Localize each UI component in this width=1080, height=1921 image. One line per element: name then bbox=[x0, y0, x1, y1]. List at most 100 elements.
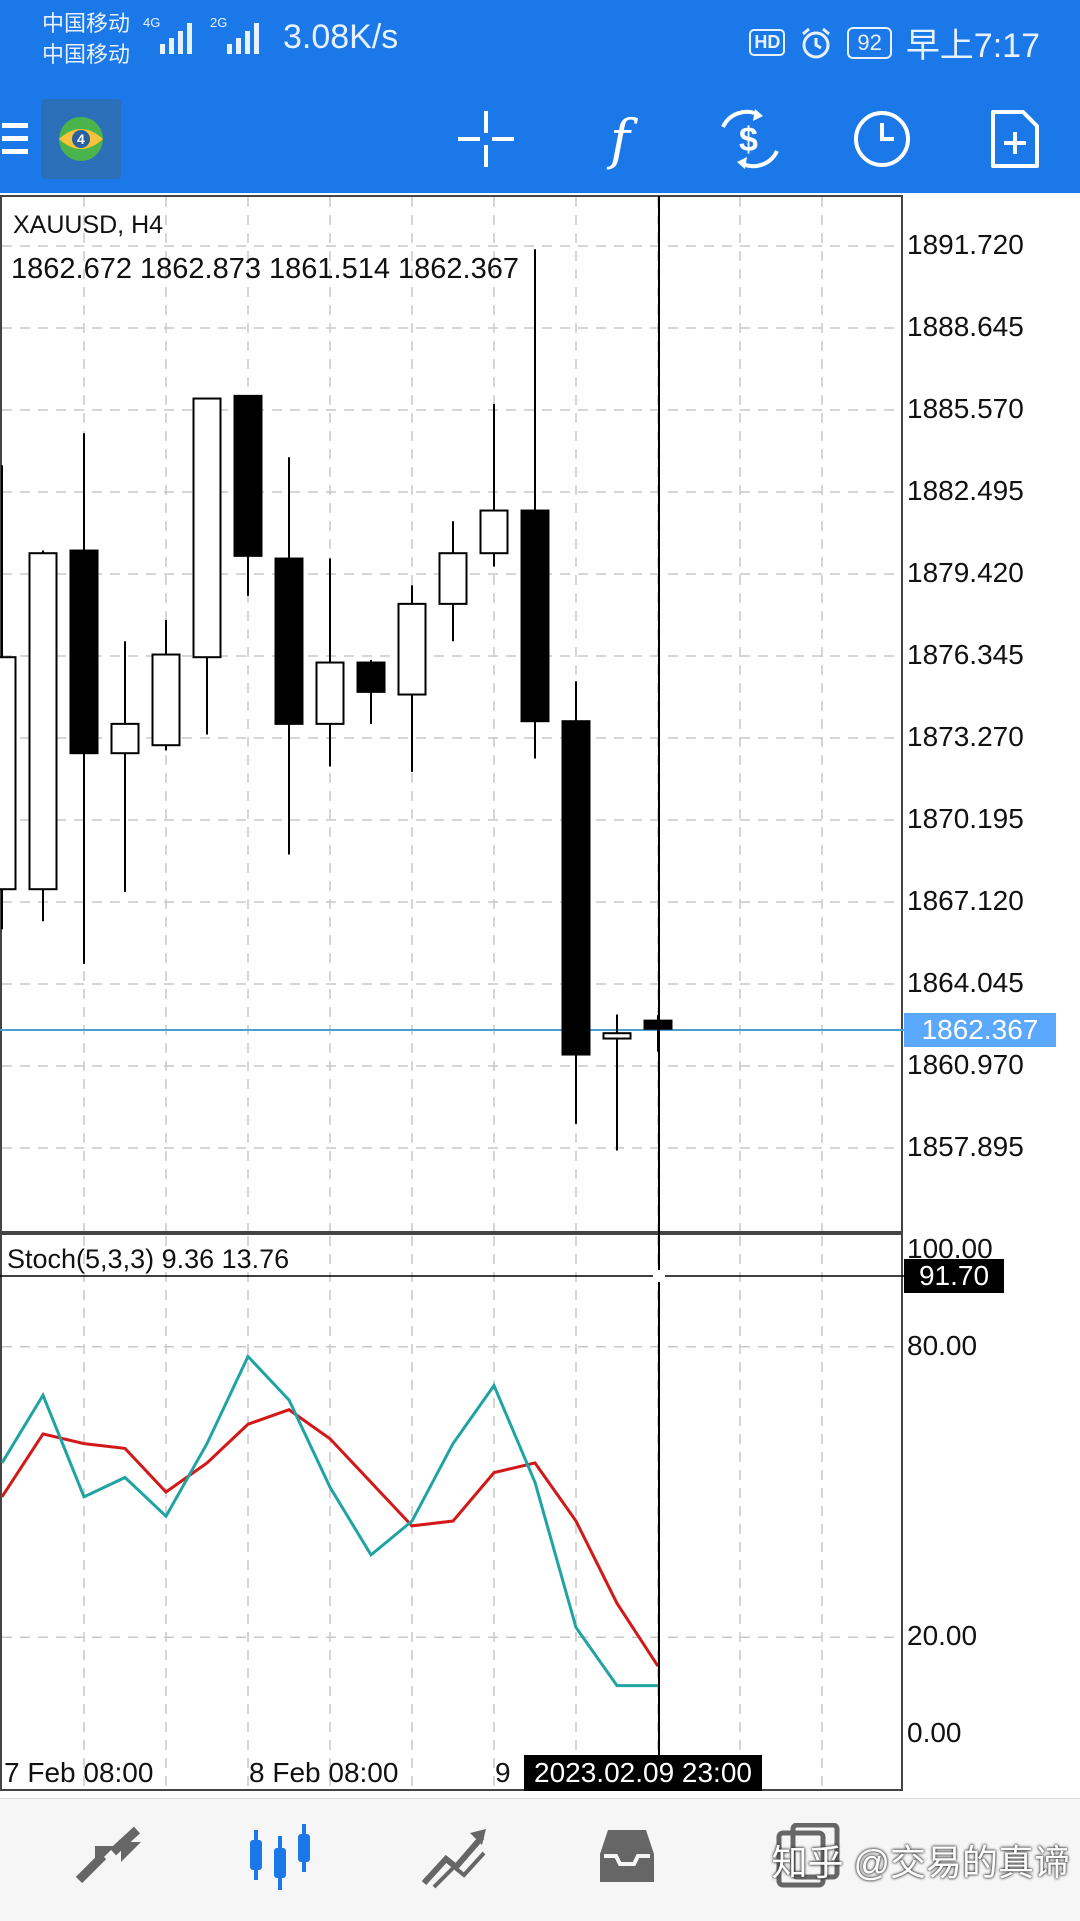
nav-quotes[interactable] bbox=[58, 1811, 158, 1901]
trade-button[interactable]: $ bbox=[710, 85, 790, 193]
hd-badge: HD bbox=[749, 29, 786, 56]
new-order-button[interactable] bbox=[975, 85, 1055, 193]
price-axis-label: 1876.345 bbox=[907, 639, 1024, 670]
bull-candle-body bbox=[192, 397, 222, 659]
candle bbox=[110, 641, 140, 892]
bear-candle-body bbox=[233, 394, 263, 557]
crosshair-button[interactable] bbox=[446, 85, 526, 193]
price-axis-label: 1879.420 bbox=[907, 557, 1024, 588]
price-axis-label: 1873.270 bbox=[907, 721, 1024, 752]
status-bar: 中国移动 中国移动 4G 2G 3.08K/s HD 92 早上7:17 bbox=[0, 0, 1080, 85]
stoch-axis-label: 80.00 bbox=[907, 1329, 978, 1361]
price-axis-label: 1860.970 bbox=[907, 1049, 1024, 1080]
price-axis-label: 1864.045 bbox=[907, 967, 1024, 998]
network-type-2: 2G bbox=[210, 15, 228, 30]
bull-candle-body bbox=[479, 509, 509, 555]
candle bbox=[69, 433, 99, 964]
candle bbox=[520, 249, 550, 759]
app-logo-button[interactable]: 4 bbox=[40, 85, 122, 193]
crosshair-center bbox=[653, 1270, 665, 1282]
crosshair-icon bbox=[458, 111, 514, 167]
menu-button[interactable] bbox=[0, 85, 30, 193]
price-axis-label: 1857.895 bbox=[907, 1131, 1024, 1162]
bear-candle-body bbox=[69, 549, 99, 755]
bull-candle-body bbox=[397, 602, 427, 696]
bull-candle-body bbox=[315, 661, 345, 725]
carrier-2: 中国移动 bbox=[42, 42, 131, 67]
top-toolbar: 4 f $ bbox=[0, 85, 1080, 193]
bull-candle-body bbox=[151, 653, 181, 747]
network-type-1: 4G bbox=[143, 15, 161, 30]
indicators-button[interactable]: f bbox=[580, 85, 660, 193]
stoch-axis-label: 0.00 bbox=[907, 1717, 962, 1748]
price-axis-label: 1870.195 bbox=[907, 803, 1024, 834]
candle bbox=[315, 558, 345, 767]
trade-icon bbox=[421, 1829, 486, 1889]
bull-candle-body bbox=[438, 552, 468, 605]
nav-trade[interactable] bbox=[405, 1811, 505, 1901]
svg-text:4: 4 bbox=[77, 131, 85, 147]
quotes-icon bbox=[75, 1826, 141, 1884]
time-label-2: 8 Feb 08:00 bbox=[249, 1757, 399, 1788]
menu-icon bbox=[2, 123, 28, 154]
stoch-grid bbox=[2, 1236, 902, 1789]
candle bbox=[356, 659, 386, 724]
price-axis-label: 1888.645 bbox=[907, 311, 1024, 342]
alarm-icon bbox=[802, 27, 831, 58]
network-speed: 3.08K/s bbox=[283, 18, 399, 56]
history-period-button[interactable] bbox=[842, 85, 922, 193]
candle bbox=[28, 550, 58, 922]
signal-icon-2 bbox=[227, 23, 259, 54]
bottom-nav bbox=[0, 1798, 1080, 1921]
bull-candle-body bbox=[602, 1032, 632, 1040]
stoch-axis-label: 20.00 bbox=[907, 1620, 978, 1652]
candle bbox=[479, 403, 509, 567]
candle bbox=[0, 465, 17, 930]
main-chart-frame bbox=[0, 195, 903, 1233]
history-icon bbox=[600, 1830, 654, 1882]
clock-time: 早上7:17 bbox=[905, 27, 1040, 65]
candle bbox=[192, 397, 222, 735]
svg-text:$: $ bbox=[739, 121, 758, 159]
candle bbox=[602, 1014, 632, 1151]
candle bbox=[561, 681, 591, 1124]
function-icon: f bbox=[610, 107, 630, 171]
stoch-panel-frame bbox=[0, 1233, 903, 1791]
messages-icon bbox=[776, 1823, 840, 1888]
stoch-main-line bbox=[0, 1353, 658, 1688]
carrier-names: 中国移动 中国移动 bbox=[42, 8, 130, 70]
bear-candle-body bbox=[274, 557, 304, 725]
current-price-tag: 1862.367 bbox=[904, 1013, 1056, 1047]
bull-candle-body bbox=[0, 656, 17, 891]
battery-level: 92 bbox=[847, 26, 892, 59]
chart-area[interactable]: XAUUSD, H4 1862.672 1862.873 1861.514 18… bbox=[0, 193, 1080, 1798]
candle bbox=[397, 585, 427, 772]
bull-candle-body bbox=[28, 552, 58, 891]
candle bbox=[438, 521, 468, 642]
nav-history[interactable] bbox=[577, 1811, 677, 1901]
price-grid bbox=[2, 197, 902, 1231]
bull-candle-body bbox=[110, 722, 140, 755]
chart-canvas[interactable] bbox=[0, 193, 1080, 1798]
chart-icon bbox=[250, 1824, 310, 1890]
candle bbox=[233, 394, 263, 596]
nav-messages[interactable] bbox=[760, 1811, 860, 1901]
stoch-cursor-tag: 91.70 bbox=[904, 1259, 1004, 1293]
watermark: 知乎 @交易的真谛 bbox=[771, 1842, 1070, 1883]
time-label-3: 9 bbox=[495, 1757, 511, 1788]
stoch-axis-label: 100.00 bbox=[907, 1233, 993, 1264]
price-axis-label: 1867.120 bbox=[907, 885, 1024, 916]
stoch-signal-line bbox=[0, 1408, 660, 1668]
bear-candle-body bbox=[356, 661, 386, 693]
nav-chart[interactable] bbox=[230, 1811, 330, 1901]
candle bbox=[151, 619, 181, 751]
bear-candle-body bbox=[561, 720, 591, 1056]
price-axis-label: 1882.495 bbox=[907, 475, 1024, 506]
candles-group bbox=[0, 249, 673, 1151]
clock-icon bbox=[854, 111, 910, 167]
trade-dollar-icon: $ bbox=[721, 109, 779, 169]
price-axis-label: 1891.720 bbox=[907, 229, 1024, 260]
status-right: HD 92 早上7:17 bbox=[749, 18, 1040, 67]
cursor-time-tag: 2023.02.09 23:00 bbox=[524, 1755, 762, 1791]
ohlc-label: 1862.672 1862.873 1861.514 1862.367 bbox=[11, 253, 519, 285]
